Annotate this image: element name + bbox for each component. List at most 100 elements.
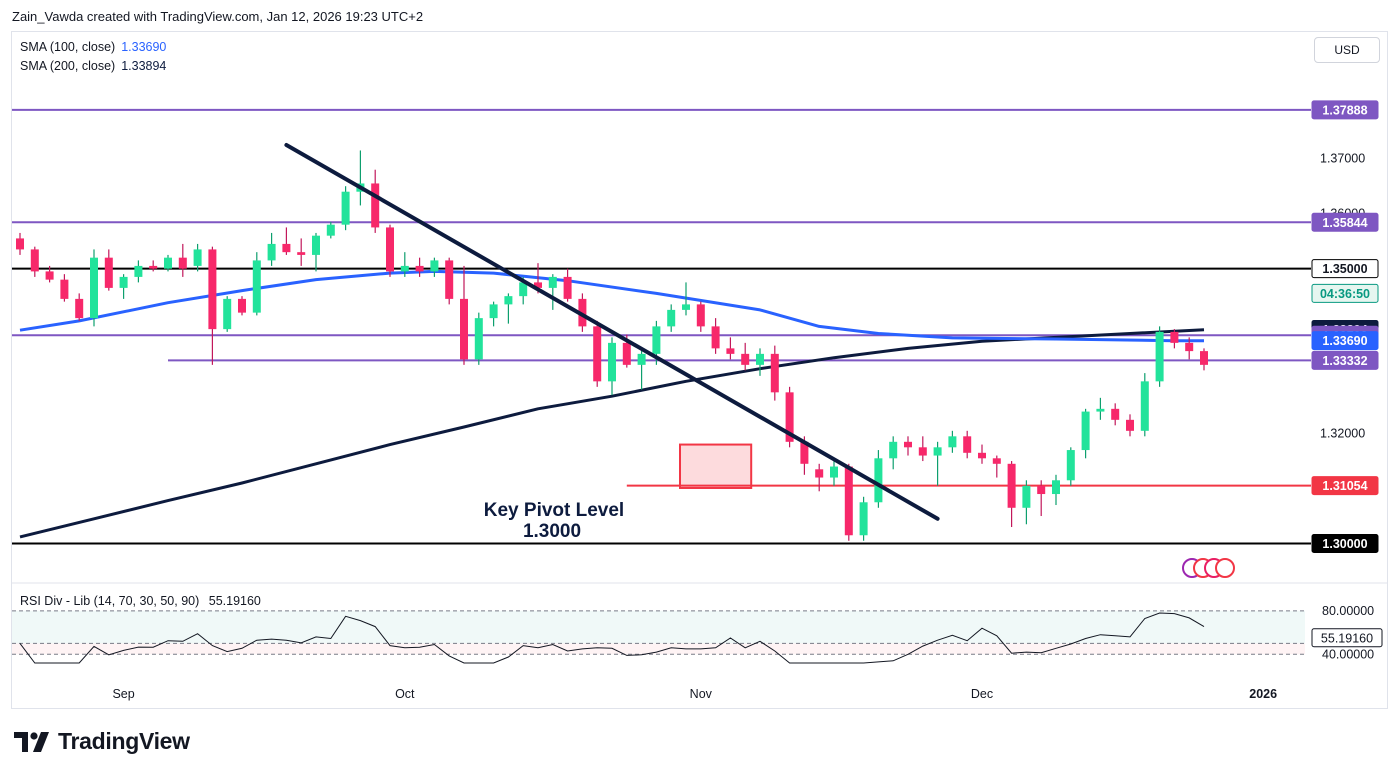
candle-body-26 xyxy=(400,265,409,272)
candle-body-13 xyxy=(208,249,217,330)
rsi-legend-label: RSI Div - Lib (14, 70, 30, 50, 90) xyxy=(20,594,200,608)
candle-body-32 xyxy=(489,304,498,319)
candle-body-33 xyxy=(504,296,513,305)
candle-body-78 xyxy=(1170,331,1179,343)
rsi-axis-label-0: 80.00000 xyxy=(1322,604,1374,618)
time-axis-ticks: Sep Oct Nov Dec 2026 xyxy=(112,687,1277,701)
price-axis-badges: 1.378881.358441.3500004:36:501.338941.33… xyxy=(1311,100,1379,554)
currency-selector[interactable]: USD xyxy=(1314,37,1380,63)
candle-body-16 xyxy=(252,260,261,313)
candle-body-56 xyxy=(844,466,853,536)
candle-body-34 xyxy=(519,282,528,297)
candle-body-63 xyxy=(948,436,957,448)
candle-body-30 xyxy=(460,298,468,360)
candle-body-79 xyxy=(1185,342,1194,352)
rsi-pane: 80.00000 40.00000 55.19160 xyxy=(12,582,1388,664)
y-tick-label-2: 1.32000 xyxy=(1320,427,1365,441)
x-tick-label-3: Dec xyxy=(971,687,993,701)
candle-body-65 xyxy=(978,452,986,459)
price-badge-label-2: 1.35000 xyxy=(1322,262,1367,276)
candle-body-61 xyxy=(918,447,927,456)
candle-body-44 xyxy=(667,309,676,327)
candle-body-29 xyxy=(445,260,454,299)
rsi-value-badge-label: 55.19160 xyxy=(1321,631,1373,645)
legend-sma200-value: 1.33894 xyxy=(121,59,167,73)
candle-body-50 xyxy=(756,353,764,365)
price-badge-label-9: 1.30000 xyxy=(1322,537,1367,551)
candle-body-66 xyxy=(992,458,1001,464)
rsi-legend[interactable]: RSI Div - Lib (14, 70, 30, 50, 90) 55.19… xyxy=(20,594,261,608)
candle-body-68 xyxy=(1022,485,1031,508)
candle-body-28 xyxy=(430,260,439,272)
candle-body-75 xyxy=(1126,419,1134,431)
candle-body-12 xyxy=(193,249,202,266)
candle-body-41 xyxy=(622,342,631,365)
candle-body-64 xyxy=(963,436,972,453)
consolidation-rect xyxy=(679,443,753,489)
candle-body-0 xyxy=(16,238,24,250)
candle-body-76 xyxy=(1140,381,1149,431)
candle-body-60 xyxy=(904,441,912,448)
candle-body-54 xyxy=(815,469,824,478)
legend-sma100-value: 1.33690 xyxy=(121,40,167,54)
price-badge-bg-8 xyxy=(1311,476,1379,496)
candle-body-11 xyxy=(178,257,187,269)
price-badge-label-1: 1.35844 xyxy=(1322,216,1367,230)
candle-body-42 xyxy=(637,353,646,365)
candle-body-53 xyxy=(800,441,809,464)
price-badge-label-6: 1.33690 xyxy=(1322,334,1367,348)
candle-body-19 xyxy=(297,252,306,255)
legend-sma200[interactable]: SMA (200, close) 1.33894 xyxy=(20,59,166,73)
candle-body-5 xyxy=(90,257,98,319)
candle-body-8 xyxy=(134,265,143,277)
candle-body-77 xyxy=(1155,331,1164,382)
price-badge-bg-7 xyxy=(1311,350,1379,370)
candle-body-80 xyxy=(1200,351,1208,365)
x-tick-label-4: 2026 xyxy=(1249,687,1277,701)
consolidation-box xyxy=(679,443,753,489)
legend-sma100-label: SMA (100, close) xyxy=(20,40,116,54)
rsi-line xyxy=(19,612,1205,664)
horizontal-levels xyxy=(12,108,1311,545)
price-badge-bg-1 xyxy=(1311,212,1379,232)
candle-body-73 xyxy=(1096,408,1105,412)
candle-body-31 xyxy=(474,318,483,360)
tradingview-logo[interactable]: TradingView xyxy=(14,728,190,755)
candle-body-43 xyxy=(652,326,661,354)
candle-body-62 xyxy=(933,447,942,456)
candle-body-47 xyxy=(711,326,720,349)
candle-body-57 xyxy=(859,502,868,536)
candle-body-39 xyxy=(593,326,602,382)
candle-body-17 xyxy=(267,243,276,261)
candle-body-35 xyxy=(534,282,542,288)
candle-body-10 xyxy=(164,257,172,269)
candle-body-69 xyxy=(1037,485,1046,495)
candle-body-49 xyxy=(741,353,750,365)
price-badge-bg-9 xyxy=(1311,534,1379,554)
candle-body-70 xyxy=(1052,480,1060,495)
y-tick-label-0: 1.37000 xyxy=(1320,152,1365,166)
tradingview-logo-icon xyxy=(14,731,49,752)
key-pivot-annotation-value: 1.3000 xyxy=(523,521,581,542)
candle-body-59 xyxy=(889,441,898,459)
trendline-0 xyxy=(284,142,940,521)
candle-body-40 xyxy=(608,342,616,382)
x-tick-label-0: Sep xyxy=(112,687,134,701)
candle-body-15 xyxy=(238,298,246,313)
candle-body-22 xyxy=(341,191,350,225)
legend-sma100[interactable]: SMA (100, close) 1.33690 xyxy=(20,40,166,54)
candle-body-72 xyxy=(1081,411,1090,451)
price-badge-bg-2 xyxy=(1311,259,1379,279)
chart-author-header: Zain_Vawda created with TradingView.com,… xyxy=(12,9,424,24)
rsi-upper-zone xyxy=(12,610,1305,644)
candle-body-18 xyxy=(282,243,291,253)
x-tick-label-2: Nov xyxy=(690,687,713,701)
trendlines xyxy=(284,142,940,521)
rsi-value-badge-bg xyxy=(1311,628,1383,648)
chart-frame xyxy=(11,31,1388,709)
candle-body-6 xyxy=(104,257,113,288)
candle-body-36 xyxy=(548,276,557,288)
candle-body-74 xyxy=(1111,408,1120,420)
candle-body-48 xyxy=(726,348,735,354)
